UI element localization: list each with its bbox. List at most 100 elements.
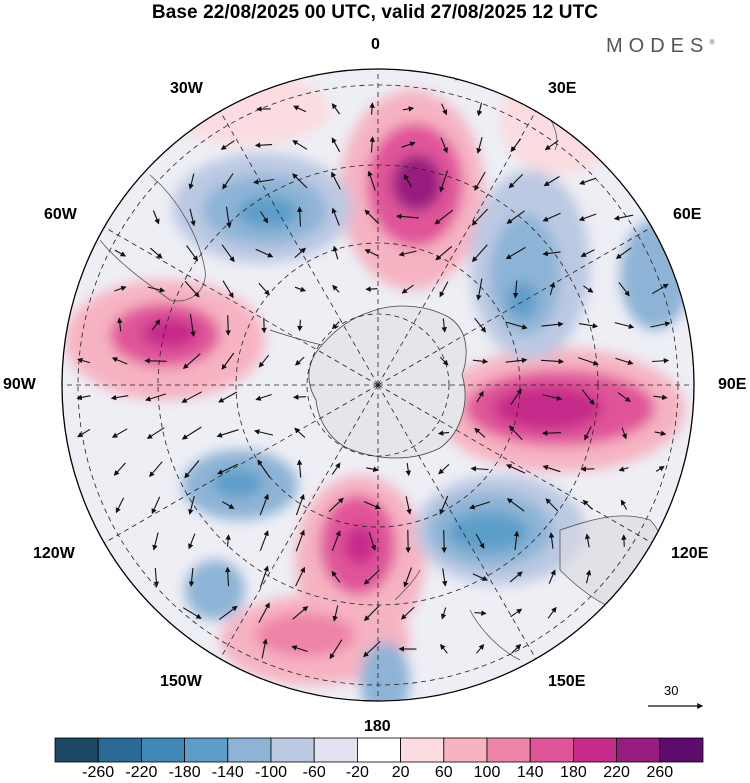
wind-vector: [220, 140, 235, 150]
wind-vector: [475, 533, 485, 549]
colorbar-swatch: [486, 737, 531, 763]
colorbar-tick-label: 220: [603, 764, 630, 781]
wind-vector: [402, 106, 415, 112]
wind-vector: [401, 284, 414, 294]
wind-vector: [77, 357, 91, 364]
wind-vector: [549, 281, 556, 296]
wind-vector: [363, 605, 380, 622]
wind-vector: [472, 358, 489, 365]
wind-vector: [294, 247, 307, 259]
wind-vector: [585, 569, 592, 584]
map-boundary: [61, 68, 695, 702]
wind-vector: [149, 461, 163, 478]
wind-vector: [505, 246, 526, 260]
colorbar-tick-label: -140: [211, 764, 244, 781]
reference-vector-label: 30: [664, 683, 679, 698]
wind-vector: [296, 206, 303, 227]
lon-label-120w: 120W: [33, 545, 75, 562]
wind-vector: [508, 425, 523, 441]
wind-vector: [224, 566, 231, 587]
wind-vector: [297, 319, 303, 332]
wind-vector: [368, 532, 377, 551]
wind-vector: [217, 463, 239, 475]
wind-vector: [296, 459, 303, 478]
wind-vector: [476, 643, 485, 654]
wind-vector: [151, 496, 161, 515]
wind-vector: [291, 645, 308, 653]
wind-vector: [331, 103, 341, 115]
wind-vector: [474, 427, 486, 438]
wind-vector: [113, 462, 126, 476]
wind-vector: [395, 213, 420, 220]
wind-vector: [222, 280, 234, 299]
wind-vector: [144, 358, 167, 364]
wind-vector: [651, 358, 670, 364]
lon-label-150e: 150E: [548, 673, 586, 690]
wind-vector: [331, 137, 341, 153]
lon-label-30e: 30E: [548, 80, 577, 97]
colorbar-tick-label: -220: [125, 764, 158, 781]
wind-vector: [115, 497, 125, 514]
wind-vector: [294, 427, 306, 439]
colorbar-swatch: [616, 737, 661, 763]
colorbar-swatch: [140, 737, 185, 763]
wind-vector: [542, 394, 563, 401]
wind-vector: [186, 245, 199, 262]
wind-vector: [654, 430, 667, 436]
wind-vector: [401, 141, 416, 148]
wind-vector: [505, 321, 528, 330]
wind-vector: [111, 428, 128, 438]
wind-vector: [548, 569, 556, 584]
graticule: [62, 69, 694, 701]
wind-vector: [511, 644, 522, 654]
wind-vector: [441, 529, 447, 554]
wind-vector: [114, 249, 127, 257]
anomaly-shading: [65, 69, 690, 701]
wind-vector: [292, 173, 308, 189]
lon-label-150w: 150W: [160, 673, 202, 690]
colorbar-tick-label: -60: [302, 764, 326, 781]
wind-vector: [257, 459, 271, 479]
wind-vector: [216, 429, 239, 438]
colorbar-swatch: [313, 737, 358, 763]
colorbar-swatch: [529, 737, 574, 763]
colorbar-tick-label: -180: [168, 764, 201, 781]
wind-vector: [476, 278, 483, 301]
wind-vector: [225, 534, 231, 547]
colorbar-tick-label: -20: [345, 764, 369, 781]
wind-vector: [294, 286, 307, 292]
wind-vector: [584, 533, 591, 548]
wind-vector: [258, 602, 270, 623]
wind-vector: [474, 610, 487, 616]
wind-vector: [332, 284, 340, 293]
lon-label-120e: 120E: [671, 545, 709, 562]
wind-vector: [621, 427, 628, 440]
wind-vector: [182, 607, 202, 619]
lon-label-0: 0: [371, 36, 380, 53]
wind-vector: [441, 103, 448, 116]
wind-vector: [218, 605, 238, 621]
wind-vector: [540, 358, 565, 365]
wind-vector: [581, 389, 595, 406]
wind-vector: [505, 357, 528, 364]
wind-vector: [222, 173, 234, 190]
wind-vector: [474, 317, 487, 333]
wind-vector: [253, 178, 274, 185]
wind-vector: [222, 501, 235, 509]
wind-vector: [471, 244, 488, 263]
wind-vector: [369, 136, 375, 153]
wind-vector: [510, 608, 523, 618]
wind-vector: [580, 249, 595, 257]
colorbar-swatch: [443, 737, 488, 763]
lon-label-60e: 60E: [673, 206, 702, 223]
colorbar-tick-label: 260: [646, 764, 674, 781]
wind-vector: [470, 466, 489, 472]
wind-vector: [365, 286, 378, 292]
wind-vector: [332, 245, 339, 260]
brand-logo: MODES®: [606, 35, 715, 58]
wind-vector: [435, 245, 453, 261]
wind-vector: [152, 210, 160, 225]
wind-vector: [261, 638, 268, 659]
wind-vector: [147, 286, 166, 293]
